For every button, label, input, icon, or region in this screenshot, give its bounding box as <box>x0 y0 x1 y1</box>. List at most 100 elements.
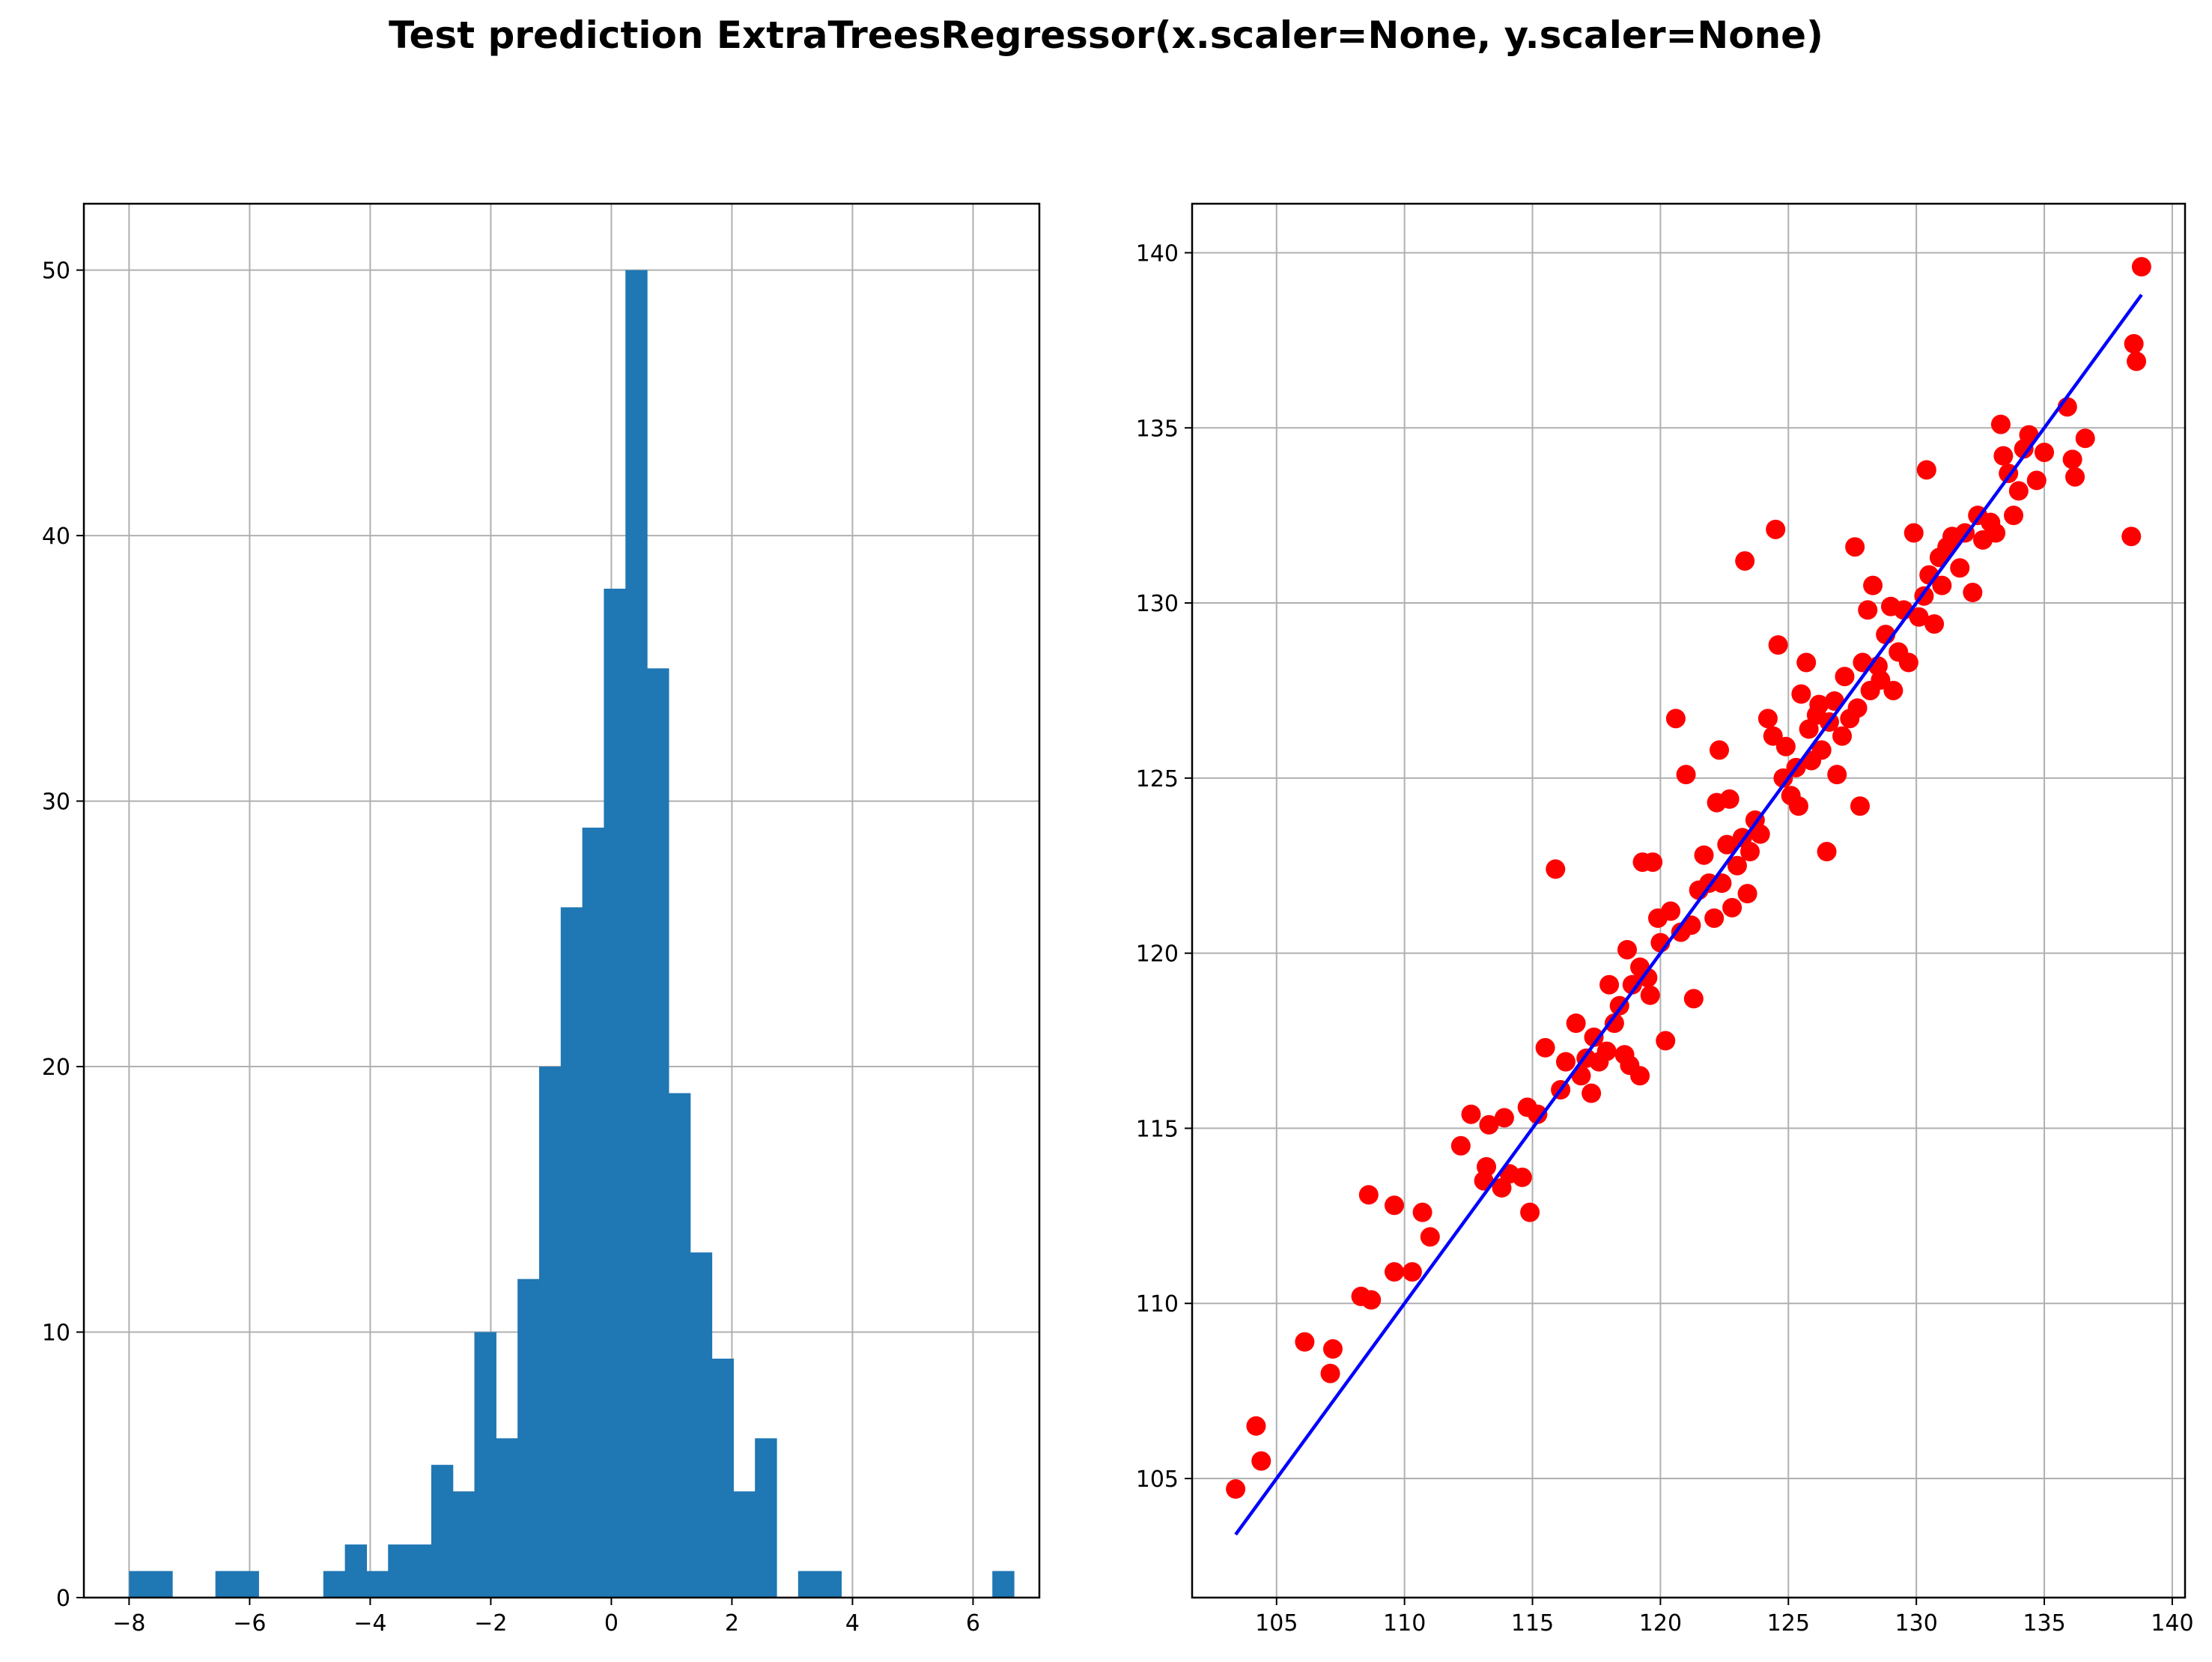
histogram-bar <box>733 1491 756 1598</box>
scatter-x-tick-label: 140 <box>2151 1610 2193 1637</box>
histogram-bar <box>560 907 583 1598</box>
scatter-point <box>1916 460 1936 480</box>
scatter-point <box>1638 968 1658 988</box>
scatter-point <box>1420 1227 1440 1247</box>
histogram-bar <box>582 828 605 1598</box>
scatter-point <box>1735 551 1755 571</box>
scatter-y-tick-label: 130 <box>1136 591 1179 617</box>
scatter-point <box>1775 736 1796 756</box>
scatter-point <box>1622 974 1642 995</box>
scatter-y-tick-label: 140 <box>1136 240 1179 267</box>
histogram-bar <box>452 1491 475 1598</box>
scatter-point <box>1661 901 1681 921</box>
scatter-point <box>1788 796 1808 816</box>
scatter-point <box>1494 1108 1514 1128</box>
scatter-x-tick-label: 115 <box>1511 1610 1554 1637</box>
scatter-point <box>1737 884 1757 904</box>
scatter-point <box>1535 1037 1555 1058</box>
scatter-point <box>1722 897 1742 918</box>
scatter-point <box>1740 842 1760 862</box>
scatter-point <box>2065 467 2085 487</box>
hist-axes-frame <box>82 202 1041 1599</box>
scatter-point <box>1809 694 1829 715</box>
scatter-point <box>1850 796 1870 816</box>
histogram-bar <box>538 1067 562 1598</box>
scatter-point <box>1990 414 2011 434</box>
hist-x-tick-label: 2 <box>725 1610 739 1637</box>
fit-line <box>1234 294 2143 1536</box>
scatter-point <box>1903 523 1924 543</box>
scatter-point <box>1963 583 1983 603</box>
scatter-point <box>1950 558 1970 578</box>
scatter-point <box>1909 607 1929 627</box>
histogram-bar <box>431 1464 454 1598</box>
histogram-bar <box>215 1571 238 1598</box>
hist-x-tick-label: −2 <box>474 1610 507 1637</box>
scatter-point <box>1402 1262 1422 1282</box>
scatter-point <box>1694 845 1714 865</box>
scatter-point <box>1766 519 1786 539</box>
hist-x-tick-label: 6 <box>966 1610 980 1637</box>
scatter-point <box>1384 1262 1404 1282</box>
histogram-bar <box>474 1332 496 1598</box>
scatter-point <box>1676 765 1696 785</box>
histogram-bar <box>129 1571 151 1598</box>
scatter-point <box>1246 1416 1266 1436</box>
scatter-point <box>2008 481 2029 501</box>
scatter-point <box>1883 680 1903 700</box>
histogram-bar <box>690 1252 713 1598</box>
scatter-point <box>1827 765 1847 785</box>
scatter-x-tick-label: 130 <box>1895 1610 1938 1637</box>
scatter-point <box>1898 652 1918 673</box>
histogram-bar <box>388 1544 410 1598</box>
scatter-point <box>1320 1363 1340 1383</box>
scatter-point <box>1656 1031 1676 1051</box>
scatter-point <box>1584 1027 1604 1047</box>
scatter-point <box>1665 709 1686 729</box>
scatter-point <box>1640 985 1660 1005</box>
hist-y-tick-label: 50 <box>42 258 70 285</box>
histogram-bar <box>344 1544 368 1598</box>
scatter-point <box>1358 1185 1379 1205</box>
histogram-bar <box>604 588 626 1598</box>
hist-y-tick-label: 10 <box>42 1320 70 1347</box>
histogram-panel: −8 −6 −4 −2 0 2 4 6 0 10 20 30 40 50 <box>42 202 1041 1637</box>
hist-y-tick-label: 20 <box>42 1055 70 1081</box>
scatter-point <box>1617 939 1637 959</box>
histogram-bar <box>797 1571 821 1598</box>
figure-title: Test prediction ExtraTreesRegressor(x.sc… <box>389 13 1823 57</box>
scatter-point <box>2124 334 2144 354</box>
scatter-point <box>1520 1202 1540 1222</box>
scatter-point <box>1630 1066 1650 1086</box>
scatter-y-tick-label: 110 <box>1136 1291 1179 1317</box>
histogram-bar <box>517 1279 540 1598</box>
scatter-point <box>1817 842 1837 862</box>
scatter-y-tick-label: 135 <box>1136 416 1179 442</box>
scatter-point <box>1599 974 1620 995</box>
scatter-point <box>1768 635 1788 655</box>
scatter-point <box>1581 1083 1602 1103</box>
scatter-point <box>1863 575 1883 595</box>
scatter-point <box>2004 506 2024 526</box>
hist-x-tick-label: −8 <box>112 1610 145 1637</box>
scatter-point <box>2062 449 2082 470</box>
scatter-y-tick-label: 105 <box>1136 1467 1179 1493</box>
scatter-point <box>1993 446 2014 466</box>
hist-y-tick-label: 40 <box>42 524 70 550</box>
scatter-point <box>1832 726 1853 746</box>
scatter-point <box>2075 428 2095 449</box>
scatter-point <box>1847 698 1868 718</box>
scatter-point <box>1546 859 1566 879</box>
scatter-point <box>2026 470 2047 491</box>
scatter-point <box>1479 1114 1499 1135</box>
histogram-bar <box>755 1438 777 1598</box>
scatter-axes-frame <box>1191 202 2187 1599</box>
histogram-bar <box>151 1571 173 1598</box>
histogram-bar <box>647 668 669 1598</box>
histogram-bar <box>366 1571 389 1598</box>
scatter-point <box>1704 908 1725 928</box>
scatter-point <box>1811 740 1832 760</box>
scatter-point <box>1986 523 2006 543</box>
scatter-point <box>1717 834 1737 855</box>
scatter-point <box>1251 1451 1271 1471</box>
